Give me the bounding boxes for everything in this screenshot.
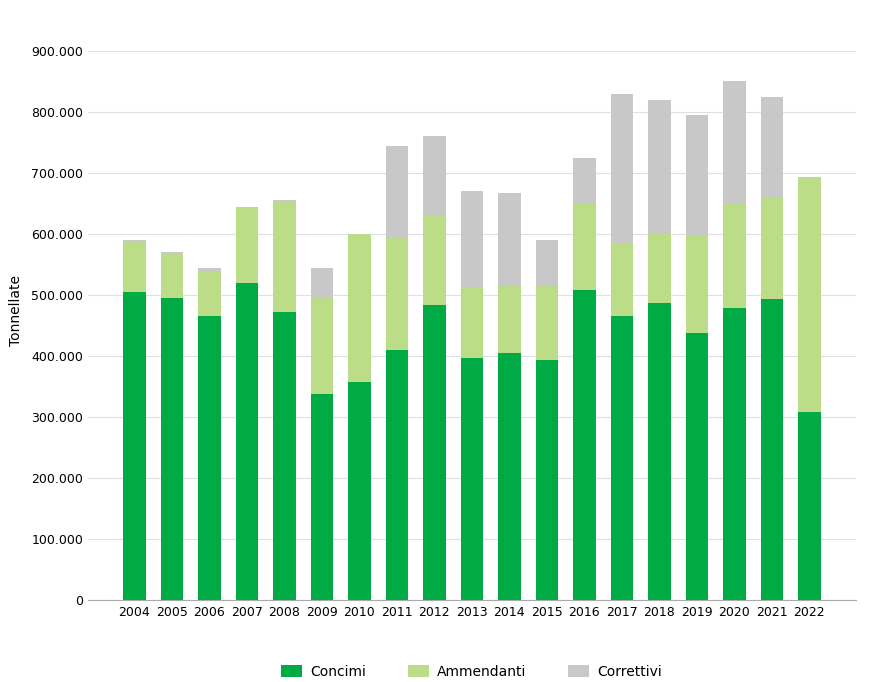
Bar	[310, 267, 333, 298]
Legend: Concimi, Ammendanti, Correttivi: Concimi, Ammendanti, Correttivi	[276, 659, 668, 682]
Bar	[648, 234, 670, 303]
Bar	[610, 244, 633, 316]
Bar	[273, 201, 295, 202]
Bar	[161, 252, 183, 254]
Bar	[798, 177, 820, 412]
Bar	[198, 316, 220, 600]
Bar	[385, 350, 408, 600]
Bar	[460, 358, 483, 600]
Bar	[573, 290, 595, 600]
Bar	[760, 197, 783, 299]
Bar	[235, 207, 258, 209]
Bar	[273, 312, 295, 600]
Bar	[610, 316, 633, 600]
Bar	[535, 240, 558, 286]
Bar	[573, 203, 595, 290]
Bar	[648, 303, 670, 600]
Bar	[273, 202, 295, 312]
Bar	[460, 192, 483, 288]
Bar	[310, 394, 333, 600]
Bar	[161, 254, 183, 298]
Bar	[498, 284, 520, 353]
Bar	[685, 333, 708, 600]
Bar	[535, 360, 558, 600]
Bar	[723, 81, 745, 203]
Bar	[573, 158, 595, 203]
Bar	[423, 215, 445, 306]
Bar	[235, 283, 258, 600]
Bar	[235, 209, 258, 283]
Bar	[348, 234, 370, 382]
Bar	[198, 271, 220, 316]
Bar	[648, 100, 670, 234]
Bar	[385, 238, 408, 350]
Bar	[423, 136, 445, 215]
Bar	[535, 286, 558, 360]
Bar	[123, 292, 146, 600]
Bar	[460, 288, 483, 358]
Bar	[310, 298, 333, 394]
Y-axis label: Tonnellate: Tonnellate	[9, 275, 23, 346]
Bar	[161, 298, 183, 600]
Bar	[198, 267, 220, 271]
Bar	[123, 242, 146, 292]
Bar	[385, 145, 408, 238]
Bar	[723, 203, 745, 308]
Bar	[123, 240, 146, 242]
Bar	[685, 115, 708, 236]
Bar	[498, 353, 520, 600]
Bar	[423, 306, 445, 600]
Bar	[348, 382, 370, 600]
Bar	[610, 93, 633, 244]
Bar	[760, 299, 783, 600]
Bar	[723, 308, 745, 600]
Bar	[498, 193, 520, 284]
Bar	[798, 412, 820, 600]
Bar	[760, 97, 783, 197]
Bar	[685, 236, 708, 333]
